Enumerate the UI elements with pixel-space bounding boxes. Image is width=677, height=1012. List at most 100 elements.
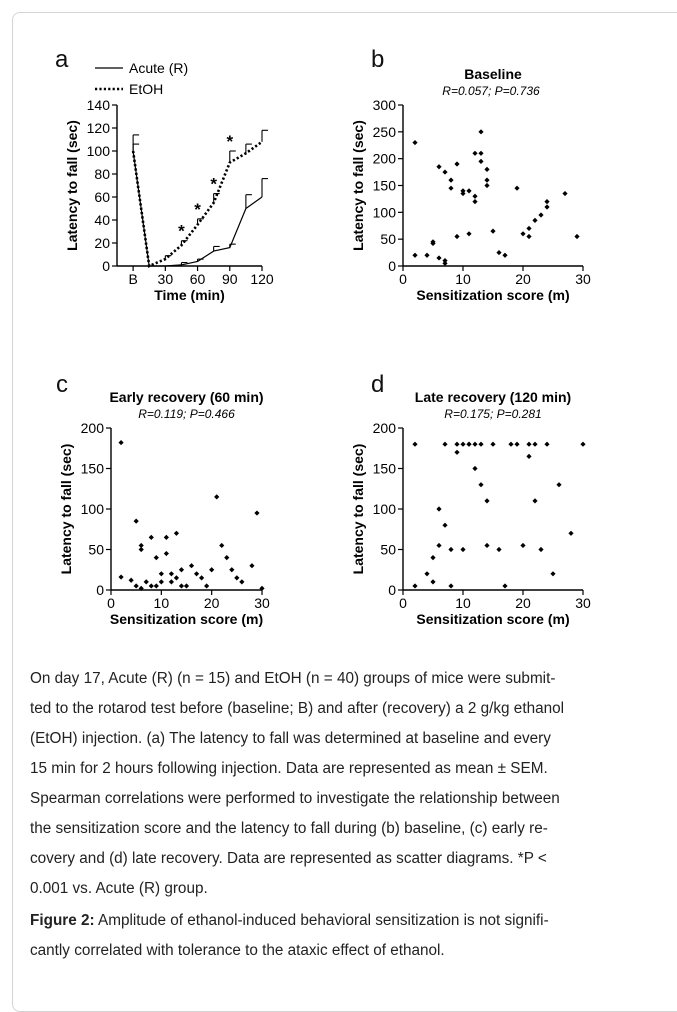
y-tick-label: 50 <box>380 231 396 247</box>
scatter-point <box>454 161 460 167</box>
x-tick-label: 20 <box>515 271 531 287</box>
scatter-point <box>163 550 169 557</box>
scatter-point <box>454 441 460 447</box>
scatter-point <box>574 233 580 240</box>
y-tick-label: 120 <box>87 120 111 136</box>
x-axis-label: Sensitization score (m) <box>416 611 569 627</box>
scatter-point <box>158 579 164 585</box>
scatter-point <box>478 441 484 447</box>
scatter-point <box>502 252 508 258</box>
legend-label-acute: Acute (R) <box>129 60 188 76</box>
x-axis-label: Time (min) <box>154 287 225 303</box>
scatter-point <box>143 579 149 585</box>
scatter-point <box>484 166 490 172</box>
scatter-point <box>214 494 220 500</box>
caption-line: ted to the rotarod test before (baseline… <box>30 700 564 717</box>
scatter-point <box>448 583 454 589</box>
scatter-point <box>442 169 448 175</box>
scatter-point <box>466 188 472 194</box>
scatter-point <box>436 255 442 261</box>
y-tick-label: 140 <box>87 97 111 113</box>
scatter-point <box>133 518 139 524</box>
caption-line: (EtOH) injection. (a) The latency to fal… <box>30 730 551 747</box>
y-tick-label: 150 <box>81 461 105 477</box>
y-tick-label: 80 <box>94 166 110 182</box>
y-tick-label: 100 <box>373 501 397 517</box>
x-tick-label: 20 <box>515 595 531 611</box>
scatter-point <box>430 240 436 247</box>
scatter-point <box>133 583 139 589</box>
scatter-point <box>484 542 490 549</box>
y-tick-label: 100 <box>373 204 397 220</box>
scatter-point <box>490 441 496 447</box>
scatter-point <box>532 217 538 223</box>
scatter-point <box>454 233 460 240</box>
scatter-point <box>424 252 430 258</box>
scatter-point <box>183 583 190 589</box>
scatter-point <box>538 546 544 553</box>
x-tick-label: 30 <box>254 595 270 611</box>
y-tick-label: 150 <box>373 461 397 477</box>
x-tick-label: 30 <box>575 271 591 287</box>
chart-title: Baseline <box>464 66 522 82</box>
scatter-point <box>254 510 260 516</box>
scatter-point <box>259 585 265 591</box>
y-axis-label: Latency to fall (sec) <box>350 120 366 251</box>
y-tick-label: 50 <box>380 542 396 558</box>
y-tick-label: 100 <box>81 501 105 517</box>
scatter-point <box>153 555 159 561</box>
scatter-point <box>224 555 230 561</box>
scatter-point <box>532 498 538 504</box>
scatter-point <box>204 583 210 589</box>
scatter-point <box>178 583 185 589</box>
scatter-point <box>430 579 436 585</box>
scatter-point <box>442 441 448 447</box>
scatter-point <box>514 441 520 447</box>
scatter-point <box>148 534 154 540</box>
scatter-point <box>158 571 164 577</box>
y-tick-label: 0 <box>96 582 104 598</box>
scatter-point <box>550 571 556 577</box>
panel-letter: c <box>56 371 68 398</box>
x-tick-label: 30 <box>575 595 591 611</box>
scatter-point <box>478 158 484 164</box>
x-tick-label: 0 <box>399 271 407 287</box>
scatter-point <box>424 571 430 577</box>
y-tick-label: 300 <box>373 97 397 113</box>
scatter-point <box>128 577 134 583</box>
chart-panel-d: d 0 50 100 150 200 0 10 20 30 Sensitization score … <box>350 371 591 627</box>
scatter-point <box>472 199 478 205</box>
caption-line: Spearman correlations were performed to … <box>30 790 560 807</box>
y-axis-label: Latency to fall (sec) <box>64 120 80 251</box>
scatter-point <box>478 150 484 156</box>
scatter-point <box>442 260 448 266</box>
y-tick-label: 20 <box>94 235 110 251</box>
scatter-point <box>138 546 144 553</box>
chart-subtitle: R=0.119; P=0.466 <box>138 407 235 421</box>
y-tick-label: 0 <box>388 258 396 274</box>
y-tick-label: 200 <box>373 151 397 167</box>
scatter-point <box>448 185 454 191</box>
scatter-point <box>412 139 418 146</box>
scatter-point <box>538 212 544 218</box>
x-tick-label: 10 <box>154 595 170 611</box>
scatter-point <box>460 190 466 197</box>
scatter-point <box>239 579 245 585</box>
figure-caption-line-2: cantly correlated with tolerance to the … <box>30 942 445 959</box>
y-tick-label: 40 <box>94 212 110 228</box>
panel-letter: d <box>371 371 384 398</box>
scatter-point <box>472 465 478 472</box>
scatter-point <box>219 542 225 549</box>
chart-subtitle: R=0.057; P=0.736 <box>442 84 540 98</box>
scatter-point <box>454 449 460 455</box>
scatter-point <box>472 193 478 199</box>
scatter-point <box>199 575 205 581</box>
x-tick-label: 60 <box>190 271 206 287</box>
chart-title: Early recovery (60 min) <box>109 389 263 405</box>
scatter-point <box>448 546 454 553</box>
scatter-point <box>562 190 568 197</box>
scatter-point <box>556 482 562 488</box>
scatter-point <box>526 453 532 459</box>
